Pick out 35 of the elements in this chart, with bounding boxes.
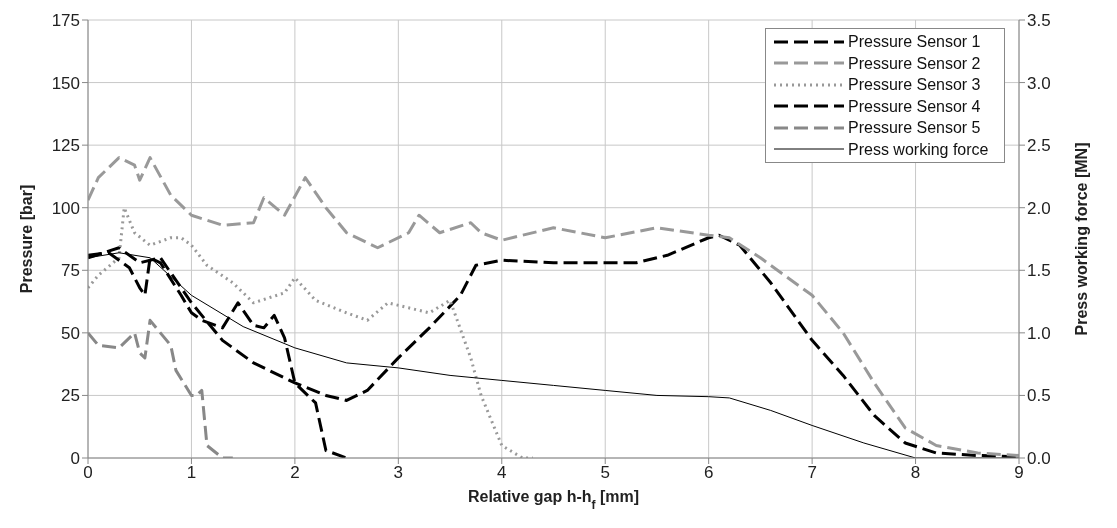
- y-tick-label: 125: [51, 136, 80, 156]
- y-tick-label: 0: [70, 449, 80, 469]
- y-tick-label: 150: [51, 73, 80, 93]
- y-tick-label: 75: [61, 261, 80, 281]
- x-tick-label: 4: [497, 463, 507, 483]
- x-tick-label: 1: [186, 463, 197, 483]
- x-tick-label: 3: [393, 463, 404, 483]
- y2-tick-label: 1.5: [1027, 261, 1051, 281]
- x-tick-label: 6: [703, 463, 714, 483]
- legend-label: Press working force: [848, 139, 989, 160]
- legend-label: Pressure Sensor 4: [848, 96, 981, 117]
- y-tick-label: 100: [51, 198, 80, 218]
- x-axis-title: Relative gap h-h$_{f}$ [mm]: [467, 488, 640, 512]
- y2-tick-label: 1.0: [1027, 323, 1051, 343]
- y2-tick-label: 0.0: [1027, 449, 1051, 469]
- y2-tick-label: 2.0: [1027, 198, 1051, 218]
- legend-label: Pressure Sensor 1: [848, 32, 981, 52]
- y2-tick-label: 3.5: [1027, 11, 1051, 31]
- y-tick-label: 175: [51, 11, 80, 31]
- x-tick-label: 7: [807, 463, 817, 483]
- y2-axis-title: Press working force [MN]: [1073, 142, 1090, 336]
- x-tick-label: 2: [290, 463, 300, 483]
- y-tick-label: 50: [61, 323, 80, 343]
- y2-tick-label: 2.5: [1027, 136, 1051, 156]
- y-tick-label: 25: [61, 386, 80, 406]
- legend-label: Pressure Sensor 2: [848, 53, 981, 74]
- legend-label: Pressure Sensor 3: [848, 75, 981, 95]
- y2-tick-label: 3.0: [1027, 73, 1051, 93]
- x-tick-label: 0: [83, 463, 93, 483]
- x-tick-label: 8: [910, 463, 921, 483]
- x-tick-label: 5: [600, 463, 610, 483]
- legend-label: Pressure Sensor 5: [848, 118, 981, 138]
- y2-tick-label: 0.5: [1027, 386, 1051, 406]
- x-tick-label: 9: [1014, 463, 1024, 483]
- y-axis-title: Pressure [bar]: [18, 184, 35, 294]
